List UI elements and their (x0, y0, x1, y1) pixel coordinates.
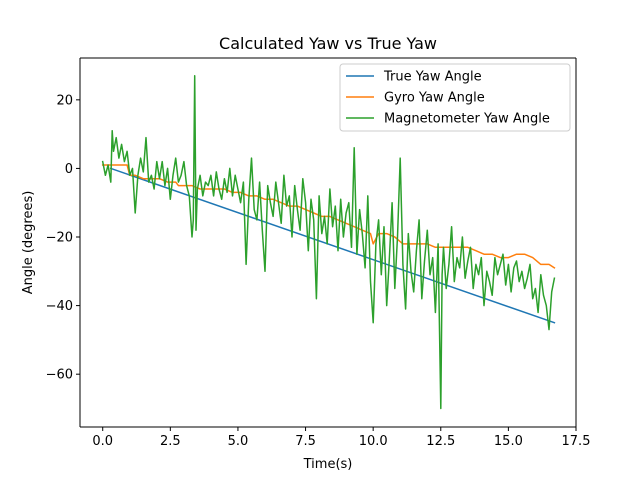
x-tick-label: 12.5 (426, 434, 455, 449)
y-axis-ticks: −60 −40 −20 0 20 (46, 93, 80, 383)
y-tick-label: 20 (56, 93, 73, 108)
x-tick-label: 17.5 (562, 434, 591, 449)
series-line-magnetometer-yaw-angle (101, 75, 556, 410)
y-tick-label: 0 (65, 162, 73, 177)
legend-label-true-yaw-angle: True Yaw Angle (383, 70, 482, 85)
y-tick-label: −40 (46, 299, 73, 314)
y-tick-label: −20 (46, 231, 73, 246)
x-tick-label: 15.0 (494, 434, 523, 449)
series-layer (101, 75, 556, 410)
x-tick-label: 0.0 (92, 434, 113, 449)
legend-frame (339, 63, 571, 132)
x-tick-label: 2.5 (160, 434, 181, 449)
series-line-true-yaw-angle (109, 167, 556, 324)
x-tick-label: 10.0 (359, 434, 388, 449)
y-tick-label: −60 (46, 368, 73, 383)
x-axis-label: Time(s) (303, 457, 353, 472)
legend-label-magnetometer-yaw-angle: Magnetometer Yaw Angle (384, 112, 550, 127)
y-axis-label: Angle (degrees) (21, 191, 36, 295)
chart-title: Calculated Yaw vs True Yaw (219, 34, 437, 53)
legend-label-gyro-yaw-angle: Gyro Yaw Angle (384, 91, 485, 106)
x-axis-ticks: 0.0 2.5 5.0 7.5 10.0 12.5 15.0 17.5 (92, 427, 590, 449)
x-tick-label: 7.5 (295, 434, 316, 449)
legend: True Yaw Angle Gyro Yaw Angle Magnetometer… (339, 63, 571, 132)
x-tick-label: 5.0 (228, 434, 249, 449)
series-line-gyro-yaw-angle (101, 164, 556, 269)
